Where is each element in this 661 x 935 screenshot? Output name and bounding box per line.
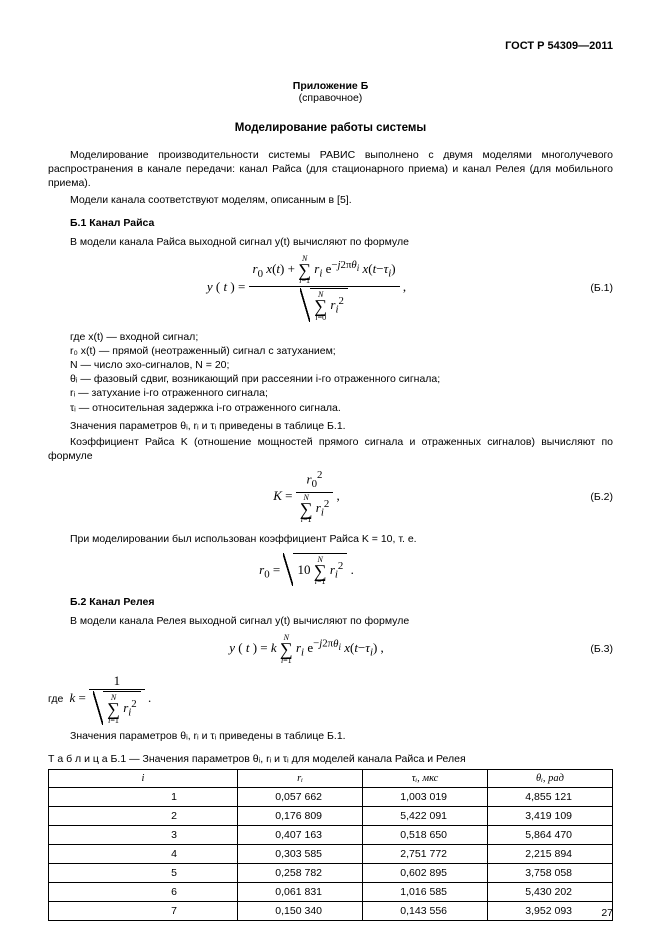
eq2-number: (Б.2) (565, 491, 613, 503)
appendix-title: Приложение Б (48, 80, 613, 92)
doc-header: ГОСТ Р 54309—2011 (48, 40, 613, 52)
formula-b2: K = r02 N∑i=1 ri2 , (Б.2) (48, 469, 613, 524)
table-row: 20,176 8095,422 0913,419 109 (49, 806, 613, 825)
formula-b3: y ( t ) = k N∑i=1 ri e−j2πθi x(t−τi) , (… (48, 634, 613, 664)
k-line: Коэффициент Райса K (отношение мощностей… (48, 435, 613, 463)
def-line: r₀ x(t) — прямой (неотраженный) сигнал с… (48, 344, 613, 358)
col-theta: θᵢ, рад (488, 769, 613, 787)
col-i: i (49, 769, 238, 787)
def-line: θᵢ — фазовый сдвиг, возникающий при расс… (48, 372, 613, 386)
eq1-number: (Б.1) (565, 282, 613, 294)
table-caption: Т а б л и ц а Б.1 — Значения параметров … (48, 753, 613, 765)
formula-b1: y ( t ) = r0 x(t) + N∑i=1 ri e−j2πθi x(t… (48, 255, 613, 322)
params-note: Значения параметров θᵢ, rᵢ и τᵢ приведен… (48, 419, 613, 433)
table-header-row: i rᵢ τᵢ, мкс θᵢ, рад (49, 769, 613, 787)
intro-para-1: Моделирование производительности системы… (48, 148, 613, 191)
table-row: 50,258 7820,602 8953,758 058 (49, 863, 613, 882)
b1-line: В модели канала Райса выходной сигнал y(… (48, 235, 613, 249)
table-row: 30,407 1630,518 6505,864 470 (49, 825, 613, 844)
defs-block: где x(t) — входной сигнал; r₀ x(t) — пря… (48, 330, 613, 415)
page-title: Моделирование работы системы (48, 122, 613, 134)
b2-line: В модели канала Релея выходной сигнал y(… (48, 614, 613, 628)
where-k-label: где (48, 692, 63, 704)
col-tau: τᵢ, мкс (363, 769, 488, 787)
defs-lead: где x(t) — входной сигнал; (48, 330, 613, 344)
def-line: τᵢ — относительная задержка i-го отражен… (48, 401, 613, 415)
eq3-number: (Б.3) (565, 643, 613, 655)
appendix-sub: (справочное) (48, 92, 613, 104)
where-k-row: где k = 1 N∑i=1 ri2 . (48, 673, 613, 725)
intro-para-2: Модели канала соответствуют моделям, опи… (48, 193, 613, 207)
k10-line: При моделировании был использован коэффи… (48, 532, 613, 546)
params-note-2: Значения параметров θᵢ, rᵢ и τᵢ приведен… (48, 729, 613, 743)
formula-r0: r0 = 10 N∑i=1 ri2 . (48, 553, 613, 586)
table-row: 60,061 8311,016 5855,430 202 (49, 882, 613, 901)
col-r: rᵢ (238, 769, 363, 787)
def-line: N — число эхо-сигналов, N = 20; (48, 358, 613, 372)
params-table: i rᵢ τᵢ, мкс θᵢ, рад 10,057 6621,003 019… (48, 769, 613, 921)
section-b1-head: Б.1 Канал Райса (48, 217, 613, 229)
def-line: rᵢ — затухание i-го отраженного сигнала; (48, 386, 613, 400)
table-row: 40,303 5852,751 7722,215 894 (49, 844, 613, 863)
table-row: 10,057 6621,003 0194,855 121 (49, 787, 613, 806)
section-b2-head: Б.2 Канал Релея (48, 596, 613, 608)
page-number: 27 (601, 907, 613, 919)
table-row: 70,150 3400,143 5563,952 093 (49, 901, 613, 920)
